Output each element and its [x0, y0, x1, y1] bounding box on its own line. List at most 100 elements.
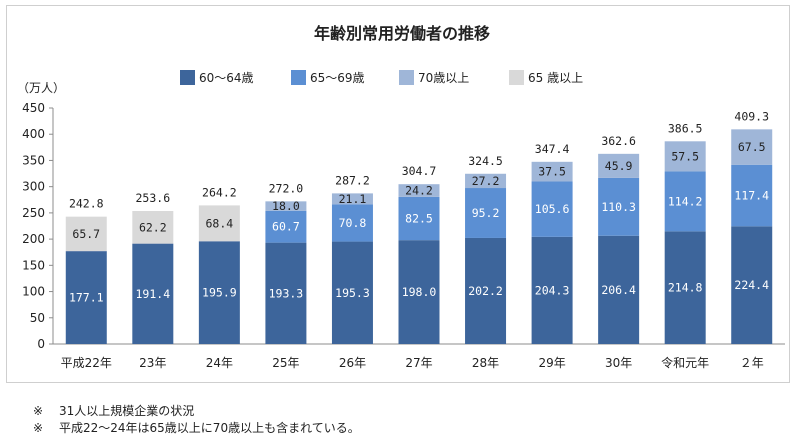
x-tick-label: 30年: [605, 356, 632, 370]
data-label: 195.3: [335, 286, 370, 300]
bar-segment: [465, 173, 507, 189]
bar-segment: [65, 216, 107, 252]
bar-segment: [198, 205, 240, 242]
y-tick-label: 450: [22, 101, 45, 115]
data-label: 62.2: [139, 220, 167, 234]
legend-label: 60～64歳: [199, 71, 254, 85]
y-tick-label: 400: [22, 127, 45, 141]
data-label: 193.3: [269, 286, 304, 300]
legend-swatch: [180, 70, 195, 85]
x-tick-label: 令和元年: [661, 355, 709, 370]
bar-segment: [465, 237, 507, 344]
bar-segment: [531, 161, 573, 182]
data-label: 27.2: [472, 174, 500, 188]
bar-segment: [331, 241, 373, 344]
data-label: 57.5: [671, 149, 699, 163]
y-tick-label: 300: [22, 180, 45, 194]
data-label: 37.5: [538, 165, 566, 179]
data-label: 68.4: [206, 216, 234, 230]
y-tick-label: 150: [22, 258, 45, 272]
bar-segment: [531, 181, 573, 237]
total-label: 272.0: [269, 181, 304, 195]
y-tick-label: 50: [30, 311, 45, 325]
legend-swatch: [291, 70, 306, 85]
y-tick-label: 200: [22, 232, 45, 246]
bar-segment: [398, 240, 440, 344]
bar-segment: [731, 226, 773, 344]
bar-segment: [265, 210, 307, 243]
chart-title: 年齢別常用労働者の推移: [314, 24, 490, 43]
note-mark: ※: [33, 404, 44, 418]
total-label: 242.8: [69, 197, 104, 211]
data-label: 204.3: [535, 283, 570, 297]
bar-segment: [198, 241, 240, 344]
legend-label: 65～69歳: [310, 71, 365, 85]
bar-segment: [598, 235, 640, 344]
legend-swatch: [509, 70, 524, 85]
data-label: 117.4: [734, 189, 769, 203]
footnote-text: 平成22～24年は65歳以上に70歳以上も含まれている。: [59, 421, 360, 435]
legend: 60～64歳 65～69歳 70歳以上 65 歳以上: [180, 70, 583, 85]
total-label: 362.6: [601, 134, 636, 148]
data-label: 60.7: [272, 220, 300, 234]
y-tick-label: 250: [22, 206, 45, 220]
bar-segment: [664, 231, 706, 344]
x-tick-label: ２年: [740, 356, 764, 370]
data-label: 65.7: [72, 227, 100, 241]
bar-segment: [465, 188, 507, 238]
total-label: 304.7: [402, 164, 437, 178]
bar-segment: [65, 251, 107, 344]
data-label: 95.2: [472, 206, 500, 220]
bar-segment: [598, 177, 640, 236]
x-tick-label: 26年: [339, 356, 366, 370]
data-label: 21.1: [339, 192, 367, 206]
bar-segment: [132, 243, 174, 344]
data-label: 67.5: [738, 140, 766, 154]
total-label: 287.2: [335, 173, 370, 187]
total-label: 264.2: [202, 185, 237, 199]
data-label: 105.6: [535, 202, 570, 216]
data-label: 195.9: [202, 286, 237, 300]
footnote-2: ※ 平成22～24年は65歳以上に70歳以上も含まれている。: [33, 420, 360, 437]
bar-segment: [598, 153, 640, 178]
bar-segment: [331, 204, 373, 242]
data-label: 177.1: [69, 291, 104, 305]
data-label: 114.2: [668, 194, 703, 208]
chart-container: 年齢別常用労働者の推移 （万人） 60～64歳 65～69歳 70歳以上 65 歳以上…: [6, 5, 790, 383]
y-tick-label: 0: [37, 337, 45, 351]
y-tick-label: 100: [22, 285, 45, 299]
data-label: 202.2: [468, 284, 503, 298]
bar-segment: [664, 171, 706, 232]
x-tick-label: 25年: [272, 356, 299, 370]
stacked-bar-chart: 年齢別常用労働者の推移 （万人） 60～64歳 65～69歳 70歳以上 65 歳以上…: [17, 24, 785, 370]
data-label: 198.0: [402, 285, 437, 299]
x-tick-label: 27年: [405, 356, 432, 370]
data-label: 24.2: [405, 184, 433, 198]
total-label: 324.5: [468, 154, 503, 168]
total-label: 386.5: [668, 121, 703, 135]
bar-segment: [398, 196, 440, 241]
data-label: 18.0: [272, 199, 300, 213]
bar-segment: [398, 184, 440, 197]
total-label: 253.6: [136, 191, 171, 205]
bar-segment: [265, 242, 307, 344]
x-tick-label: 23年: [139, 356, 166, 370]
y-axis-unit-label: （万人）: [17, 81, 65, 95]
total-label: 409.3: [734, 109, 769, 123]
legend-label: 65 歳以上: [528, 71, 583, 85]
x-tick-label: 平成22年: [61, 356, 112, 370]
x-tick-label: 28年: [472, 356, 499, 370]
footnote-text: 31人以上規模企業の状況: [59, 404, 195, 418]
x-tick-label: 24年: [206, 356, 233, 370]
footnote-1: ※ 31人以上規模企業の状況: [33, 403, 360, 420]
bar-segment: [331, 193, 373, 205]
data-label: 224.4: [734, 278, 769, 292]
bars: 177.1 65.7 242.8 平成22年 191.4 62.2 253.6 23年 195.…: [61, 109, 773, 370]
data-label: 70.8: [339, 216, 367, 230]
bar-segment: [132, 211, 174, 244]
bar-segment: [265, 201, 307, 211]
data-label: 45.9: [605, 159, 633, 173]
data-label: 214.8: [668, 281, 703, 295]
data-label: 191.4: [136, 287, 171, 301]
total-label: 347.4: [535, 142, 570, 156]
